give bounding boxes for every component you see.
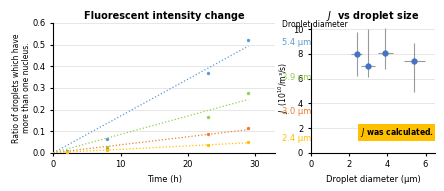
Text: 3.9 μm: 3.9 μm bbox=[282, 73, 311, 82]
Point bbox=[245, 92, 252, 95]
Title: $J$  vs droplet size: $J$ vs droplet size bbox=[326, 9, 420, 23]
Point bbox=[63, 149, 70, 152]
Point bbox=[245, 140, 252, 143]
Point bbox=[245, 126, 252, 129]
X-axis label: Time (h): Time (h) bbox=[147, 175, 182, 184]
Title: Fluorescent intensity change: Fluorescent intensity change bbox=[84, 11, 245, 21]
Point bbox=[103, 149, 111, 152]
Point bbox=[103, 138, 111, 141]
Point bbox=[245, 39, 252, 42]
Point bbox=[204, 133, 211, 136]
Y-axis label: $J$  (10$^{10}$/m³/s): $J$ (10$^{10}$/m³/s) bbox=[277, 62, 291, 114]
Point bbox=[204, 71, 211, 74]
Point bbox=[204, 116, 211, 119]
Point bbox=[204, 143, 211, 146]
Y-axis label: Ratio of droplets which have
more than one nucleus.: Ratio of droplets which have more than o… bbox=[12, 33, 31, 143]
X-axis label: Droplet diameter (μm): Droplet diameter (μm) bbox=[325, 175, 420, 184]
Text: $J$ was calculated.: $J$ was calculated. bbox=[360, 126, 433, 139]
Point bbox=[63, 151, 70, 154]
Point bbox=[63, 151, 70, 154]
Point bbox=[103, 145, 111, 148]
Point bbox=[103, 147, 111, 151]
Point bbox=[63, 150, 70, 153]
Text: 2.4 μm: 2.4 μm bbox=[282, 134, 311, 143]
Text: 5.4 μm: 5.4 μm bbox=[282, 38, 311, 47]
Text: Droplet diameter: Droplet diameter bbox=[282, 20, 348, 29]
Text: 3.0 μm: 3.0 μm bbox=[282, 107, 311, 116]
